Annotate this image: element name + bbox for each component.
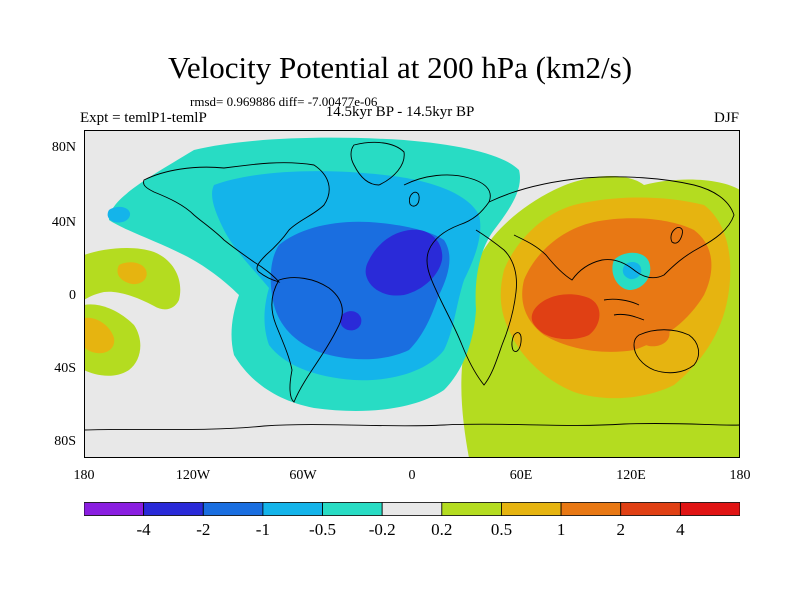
- colorbar-box: [322, 502, 383, 516]
- coastlines: [84, 141, 740, 431]
- colorbar-label: -2: [196, 520, 211, 539]
- colorbar-box: [501, 502, 562, 516]
- coast-japan: [670, 227, 683, 244]
- colorbar-label: 2: [616, 520, 625, 539]
- region-positive-3-east: [531, 294, 600, 340]
- lat-label-0: 0: [69, 288, 76, 303]
- colorbar-box: [202, 502, 264, 516]
- colorbar-label: 0.5: [490, 520, 513, 539]
- coast-south-america: [271, 277, 343, 403]
- region-negative-3: [365, 229, 443, 296]
- region-positive-1-southwest: [84, 317, 115, 354]
- coast-uk: [408, 191, 420, 207]
- lon-label-180w: 180: [73, 468, 95, 483]
- lon-label-180e: 180: [729, 468, 751, 483]
- colorbar-label: -1: [255, 520, 270, 539]
- coast-madagascar: [511, 332, 522, 353]
- colorbar-box: [143, 502, 204, 516]
- coast-indonesia: [603, 298, 645, 321]
- season-label: DJF: [713, 110, 739, 126]
- coast-antarctica: [84, 422, 740, 431]
- colorbar-label: 4: [676, 520, 685, 539]
- colorbar-box: [84, 502, 145, 516]
- colorbar-box: [560, 502, 622, 516]
- colorbar-label: -0.2: [368, 520, 396, 539]
- lon-label-60w: 60W: [289, 468, 317, 483]
- lon-label-120e: 120E: [616, 468, 646, 483]
- lat-label-40s: 40S: [54, 361, 76, 376]
- stats-label: rmsd= 0.969886 diff= -7.00477e-06: [190, 94, 378, 109]
- coast-asia: [488, 176, 735, 281]
- colorbar-label: -0.5: [309, 520, 336, 539]
- region-positive-2-southeast: [637, 322, 670, 347]
- velocity-potential-map: [84, 130, 740, 458]
- colorbar-box: [441, 502, 502, 516]
- chart-title: Velocity Potential at 200 hPa (km2/s): [167, 50, 633, 85]
- map-panel: [84, 130, 740, 458]
- lat-label-80n: 80N: [51, 140, 76, 155]
- lat-label-40n: 40N: [51, 215, 76, 230]
- colorbar-label: -4: [136, 520, 151, 539]
- colorbar-box: [679, 502, 740, 516]
- colorbar: [84, 502, 740, 516]
- lon-label-0: 0: [408, 468, 416, 483]
- colorbar-box: [381, 502, 443, 516]
- colorbar-box: [262, 502, 323, 516]
- lat-label-80s: 80S: [54, 434, 76, 449]
- region-negative-1-pocket: [622, 262, 642, 280]
- coast-north-america: [143, 162, 330, 283]
- period-label: 14.5kyr BP - 14.5kyr BP: [325, 104, 475, 120]
- colorbar-box: [620, 502, 681, 516]
- coast-europe-africa: [403, 174, 517, 386]
- coast-australia: [633, 329, 700, 374]
- colorbar-label: 0.2: [431, 520, 453, 539]
- region-negative-1-northpacific: [107, 206, 131, 223]
- region-negative-3-south: [340, 311, 362, 331]
- region-positive-1-west: [117, 262, 147, 285]
- experiment-label: Expt = temlP1-temlP: [80, 110, 207, 126]
- map-frame: [84, 130, 740, 458]
- coast-greenland: [350, 141, 405, 186]
- lon-label-120w: 120W: [175, 468, 211, 483]
- lon-label-60e: 60E: [509, 468, 533, 483]
- colorbar-label: 1: [556, 520, 566, 539]
